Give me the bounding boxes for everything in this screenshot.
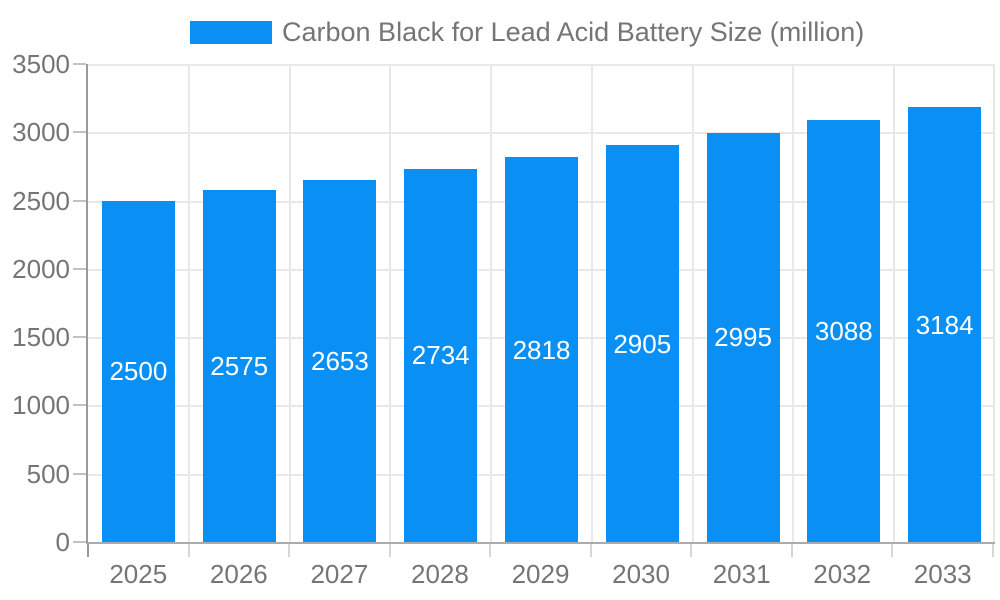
bar-value-label: 3088 [814, 316, 873, 347]
y-axis-label: 1000 [12, 390, 70, 421]
y-axis-label: 3000 [12, 117, 70, 148]
bar[interactable]: 3184 [908, 107, 982, 542]
y-axis-label: 1500 [12, 322, 70, 353]
bar[interactable]: 2653 [303, 179, 377, 542]
y-tick-mark [73, 267, 86, 270]
bar[interactable]: 2995 [706, 132, 780, 542]
x-axis-label: 2027 [310, 559, 369, 589]
x-tick-mark [489, 544, 492, 557]
x-tick-mark [187, 544, 190, 557]
bar-value-label: 2734 [411, 340, 470, 371]
bar[interactable]: 3088 [807, 120, 881, 542]
bar-value-label: 2500 [109, 356, 168, 387]
x-axis-label: 2029 [511, 559, 570, 589]
y-axis-label: 2000 [12, 253, 70, 284]
x-axis-label: 2031 [712, 559, 771, 589]
bar-value-label: 2575 [210, 351, 269, 382]
bar[interactable]: 2575 [202, 190, 276, 542]
y-tick-mark [73, 404, 86, 407]
v-gridline [187, 64, 190, 542]
h-gridline [88, 64, 995, 66]
v-gridline [993, 64, 995, 542]
x-axis-label: 2032 [813, 559, 872, 589]
y-axis-label: 0 [55, 527, 70, 557]
bar-value-label: 2818 [512, 334, 571, 365]
v-gridline [288, 64, 291, 542]
x-axis-label: 2028 [411, 559, 469, 589]
bar[interactable]: 2734 [404, 168, 478, 542]
x-tick-mark [87, 544, 89, 557]
v-gridline [691, 64, 694, 542]
bar[interactable]: 2905 [605, 145, 679, 542]
bar-value-label: 2995 [714, 322, 772, 353]
x-tick-mark [891, 544, 894, 557]
x-axis-label: 2025 [109, 559, 168, 589]
bar[interactable]: 2818 [505, 157, 578, 542]
y-axis-label: 3500 [12, 49, 70, 79]
x-axis-label: 2026 [209, 559, 268, 589]
bar-series: 2500 2575 2653 2734 2818 2905 2995 3088 3184 [88, 64, 995, 542]
v-gridline [792, 64, 795, 542]
y-tick-mark [73, 131, 86, 134]
y-tick-mark [73, 472, 86, 475]
x-tick-mark [992, 544, 994, 557]
x-axis-label: 2030 [612, 559, 670, 589]
y-tick-mark [73, 336, 86, 339]
legend-swatch[interactable] [190, 21, 272, 44]
v-gridline [893, 64, 896, 542]
x-tick-mark [690, 544, 693, 557]
v-gridline [590, 64, 593, 542]
y-tick-mark [73, 63, 86, 65]
bar[interactable]: 2500 [101, 200, 175, 542]
y-axis-label: 2500 [12, 185, 70, 216]
v-gridline [490, 64, 493, 542]
bar-value-label: 2905 [613, 328, 672, 359]
x-tick-mark [288, 544, 291, 557]
x-tick-mark [388, 544, 391, 557]
v-gridline [389, 64, 392, 542]
x-tick-mark [589, 544, 592, 557]
plot-area: 2500 2575 2653 2734 2818 2905 2995 3088 3184 [86, 64, 995, 544]
y-tick-mark [73, 199, 86, 202]
y-axis-label: 500 [26, 458, 70, 489]
legend-label-chart-title[interactable]: Carbon Black for Lead Acid Battery Size … [282, 17, 865, 47]
h-gridline [88, 132, 995, 135]
x-tick-mark [790, 544, 793, 557]
bar-value-label: 3184 [915, 309, 974, 340]
x-axis-label: 2033 [913, 559, 972, 589]
bar-value-label: 2653 [311, 345, 369, 376]
y-tick-mark [73, 541, 86, 543]
